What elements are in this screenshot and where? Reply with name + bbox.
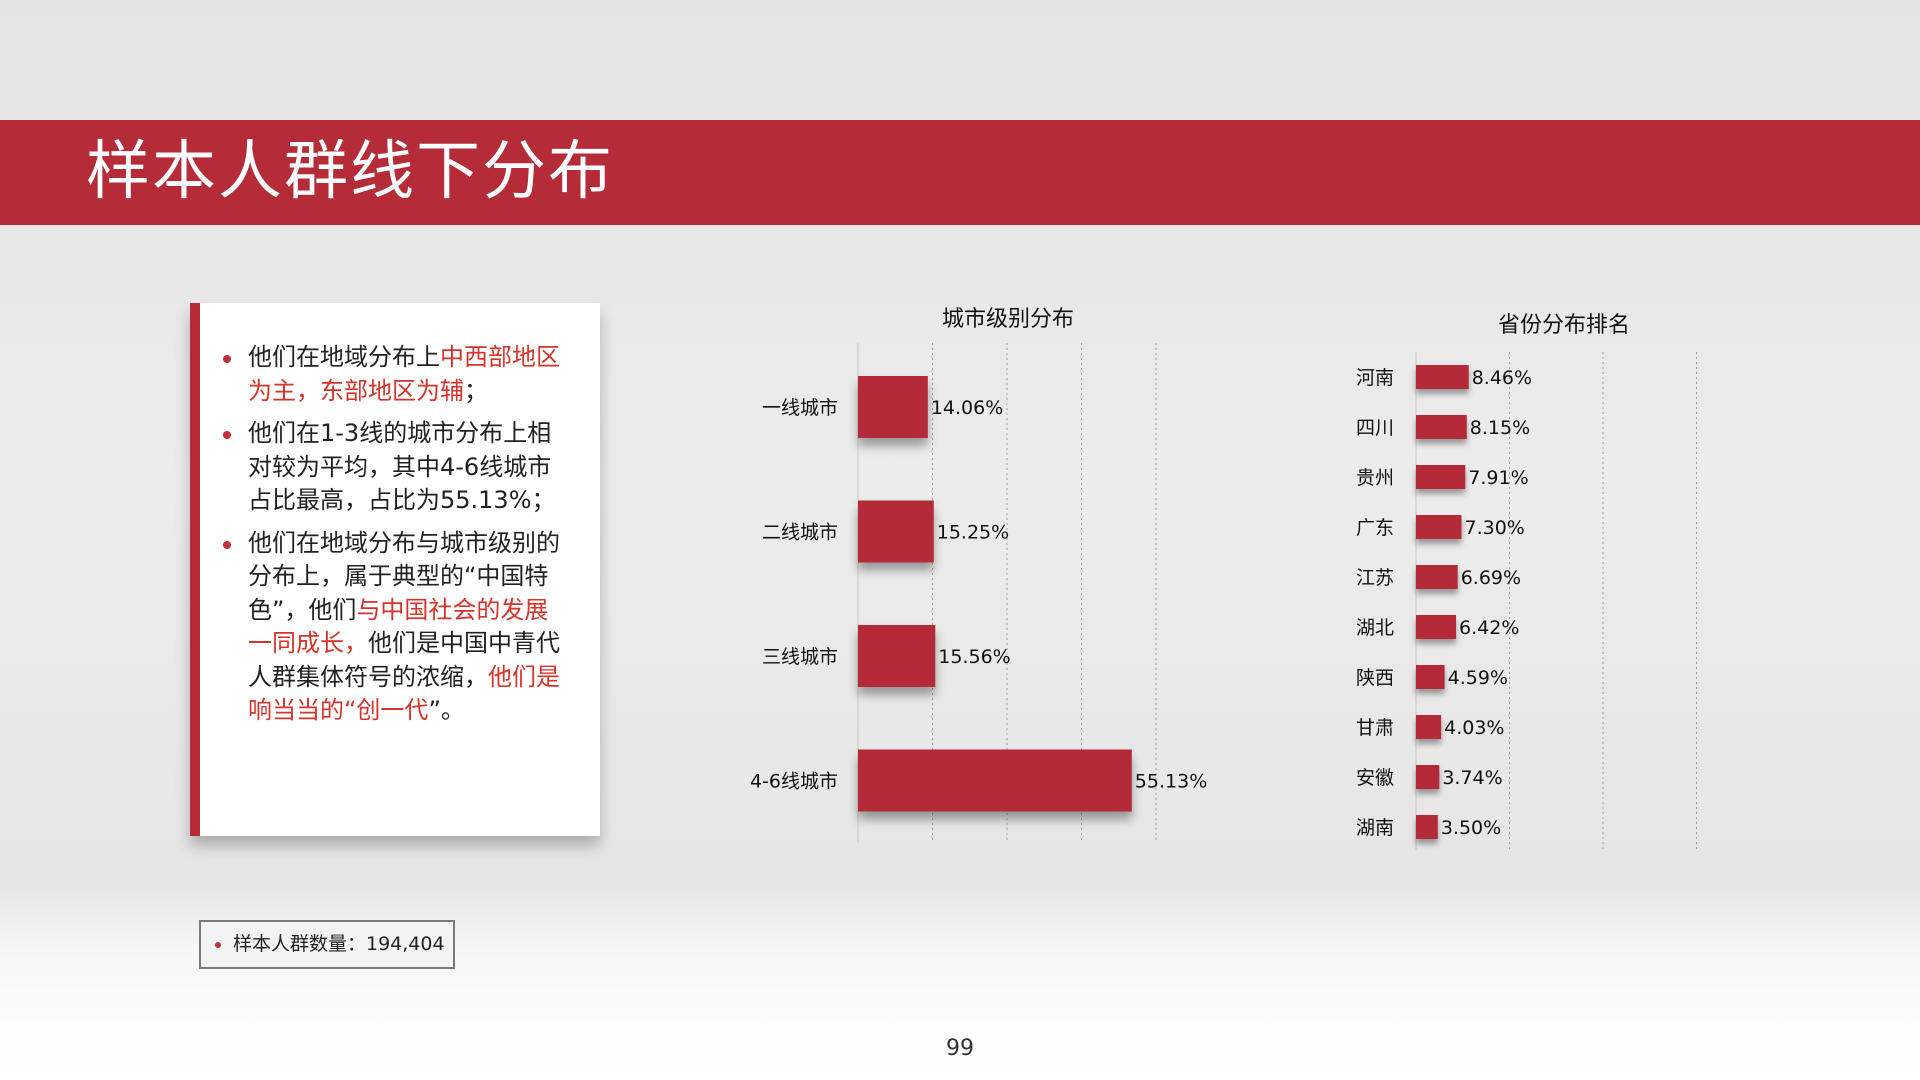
category-label: 江苏 xyxy=(1356,567,1394,589)
data-label: 7.91% xyxy=(1468,467,1528,489)
category-label: 三线城市 xyxy=(762,646,838,668)
data-label: 6.69% xyxy=(1461,567,1521,589)
category-label: 湖南 xyxy=(1356,817,1394,839)
data-label: 7.30% xyxy=(1465,517,1525,539)
bullet-text: 他们在地域分布上 xyxy=(248,343,440,371)
category-label: 四川 xyxy=(1356,417,1394,439)
city-chart-title: 城市级别分布 xyxy=(941,307,1074,332)
sample-size-note: 样本人群数量：194,404 xyxy=(199,920,455,969)
category-label: 二线城市 xyxy=(762,521,838,543)
bullet-item: 他们在地域分布与城市级别的分布上，属于典型的“中国特色”，他们与中国社会的发展一… xyxy=(223,527,560,728)
data-label: 8.15% xyxy=(1470,417,1530,439)
bar xyxy=(858,625,936,687)
slide-title: 样本人群线下分布 xyxy=(86,135,614,209)
title-band: 样本人群线下分布 xyxy=(0,120,1920,225)
data-label: 55.13% xyxy=(1135,770,1207,792)
category-label: 贵州 xyxy=(1356,467,1394,489)
bullet-text: 他们在地域分布与城市级别的分布上，属于典型的“中国特色”，他们 xyxy=(248,528,560,624)
bullet-text: 他们在1-3线的城市分布上相对较为平均，其中4-6线城市占比最高，占比为55.1… xyxy=(248,419,556,514)
bar xyxy=(1416,765,1440,789)
category-label: 河南 xyxy=(1356,367,1394,389)
bar xyxy=(1416,415,1467,439)
bullet-item: 他们在地域分布上中西部地区为主，东部地区为辅； xyxy=(223,341,560,408)
bar xyxy=(858,376,928,438)
category-label: 一线城市 xyxy=(762,397,838,419)
category-label: 广东 xyxy=(1356,517,1394,539)
highlight-text: 中西部地区为主，东部地区为辅 xyxy=(248,343,560,405)
bar xyxy=(1416,815,1438,839)
bar xyxy=(1416,365,1469,389)
data-label: 8.46% xyxy=(1472,367,1532,389)
bar xyxy=(1416,515,1462,539)
page-number: 99 xyxy=(946,1036,974,1061)
data-label: 4.03% xyxy=(1444,717,1504,739)
bar xyxy=(1416,615,1457,639)
bar xyxy=(1416,665,1445,689)
bullet-item: 他们在1-3线的城市分布上相对较为平均，其中4-6线城市占比最高，占比为55.1… xyxy=(223,417,560,518)
bullet-list: 他们在地域分布上中西部地区为主，东部地区为辅； 他们在1-3线的城市分布上相对较为… xyxy=(200,303,600,728)
summary-card: 他们在地域分布上中西部地区为主，东部地区为辅； 他们在1-3线的城市分布上相对较为… xyxy=(190,303,600,836)
province-ranking-chart: 河南 8.46% 四川 8.15% 贵州 7.91% 广东 7.30% 江苏 6.69% 湖北 6.4… xyxy=(1356,352,1697,850)
category-label: 甘肃 xyxy=(1356,717,1394,739)
bar xyxy=(1416,565,1458,589)
city-level-chart: 一线城市 14.06% 二线城市 15.25% 三线城市 15.56% 4-6线城市 55.1… xyxy=(750,343,1207,843)
data-label: 3.50% xyxy=(1441,817,1501,839)
highlight-text: 他们是响当当的“创一代 xyxy=(248,662,560,725)
data-label: 4.59% xyxy=(1448,667,1508,689)
bar xyxy=(1416,715,1442,739)
highlight-text: 与中国社会的发展一同成长， xyxy=(248,595,549,658)
data-label: 14.06% xyxy=(931,397,1003,419)
category-label: 湖北 xyxy=(1356,617,1394,639)
bullet-text: 他们是中国中青代人群集体符号的浓缩， xyxy=(248,629,560,691)
category-label: 4-6线城市 xyxy=(750,770,838,792)
category-label: 安徽 xyxy=(1356,767,1394,789)
category-label: 陕西 xyxy=(1356,667,1394,689)
bullet-text: ”。 xyxy=(428,696,465,724)
data-label: 15.56% xyxy=(938,646,1010,668)
data-label: 15.25% xyxy=(937,521,1009,543)
bullet-text: ； xyxy=(464,376,488,405)
bar xyxy=(858,749,1132,812)
province-chart-title: 省份分布排名 xyxy=(1497,313,1630,338)
data-label: 3.74% xyxy=(1442,767,1502,789)
bar xyxy=(1416,465,1466,489)
bar xyxy=(858,500,934,563)
data-label: 6.42% xyxy=(1459,617,1519,639)
